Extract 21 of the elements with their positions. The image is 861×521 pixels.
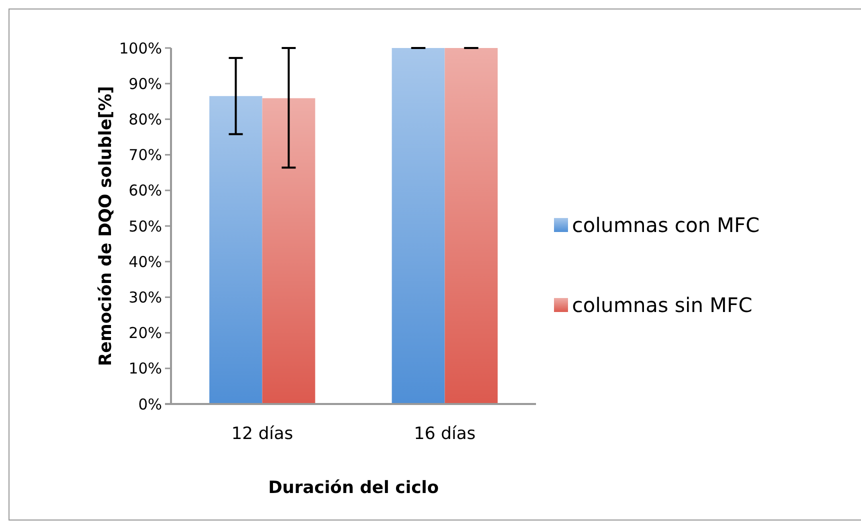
y-tick-label: 60% (128, 182, 162, 200)
y-tick-label: 40% (128, 252, 162, 271)
y-tick-label: 10% (128, 360, 162, 378)
y-tick-label: 30% (128, 288, 162, 306)
x-tick-label: 16 días (414, 424, 476, 444)
bar (392, 48, 445, 404)
bar (444, 48, 498, 404)
legend-label: columnas sin MFC (572, 293, 752, 317)
y-tick-label: 90% (128, 74, 162, 93)
y-tick-label: 0% (138, 395, 162, 414)
x-axis-title: Duración del ciclo (268, 478, 439, 498)
y-tick-label: 20% (128, 324, 162, 342)
x-tick-label: 12 días (231, 424, 294, 444)
y-tick-label: 100% (119, 39, 162, 58)
legend-label: columnas con MFC (572, 213, 760, 237)
bar (262, 98, 316, 404)
y-tick-label: 80% (128, 110, 162, 128)
bar (209, 96, 262, 404)
y-axis-title: Remoción de DQO soluble[%] (96, 86, 116, 366)
y-tick-label: 70% (128, 146, 162, 164)
y-tick-label: 50% (128, 217, 162, 236)
